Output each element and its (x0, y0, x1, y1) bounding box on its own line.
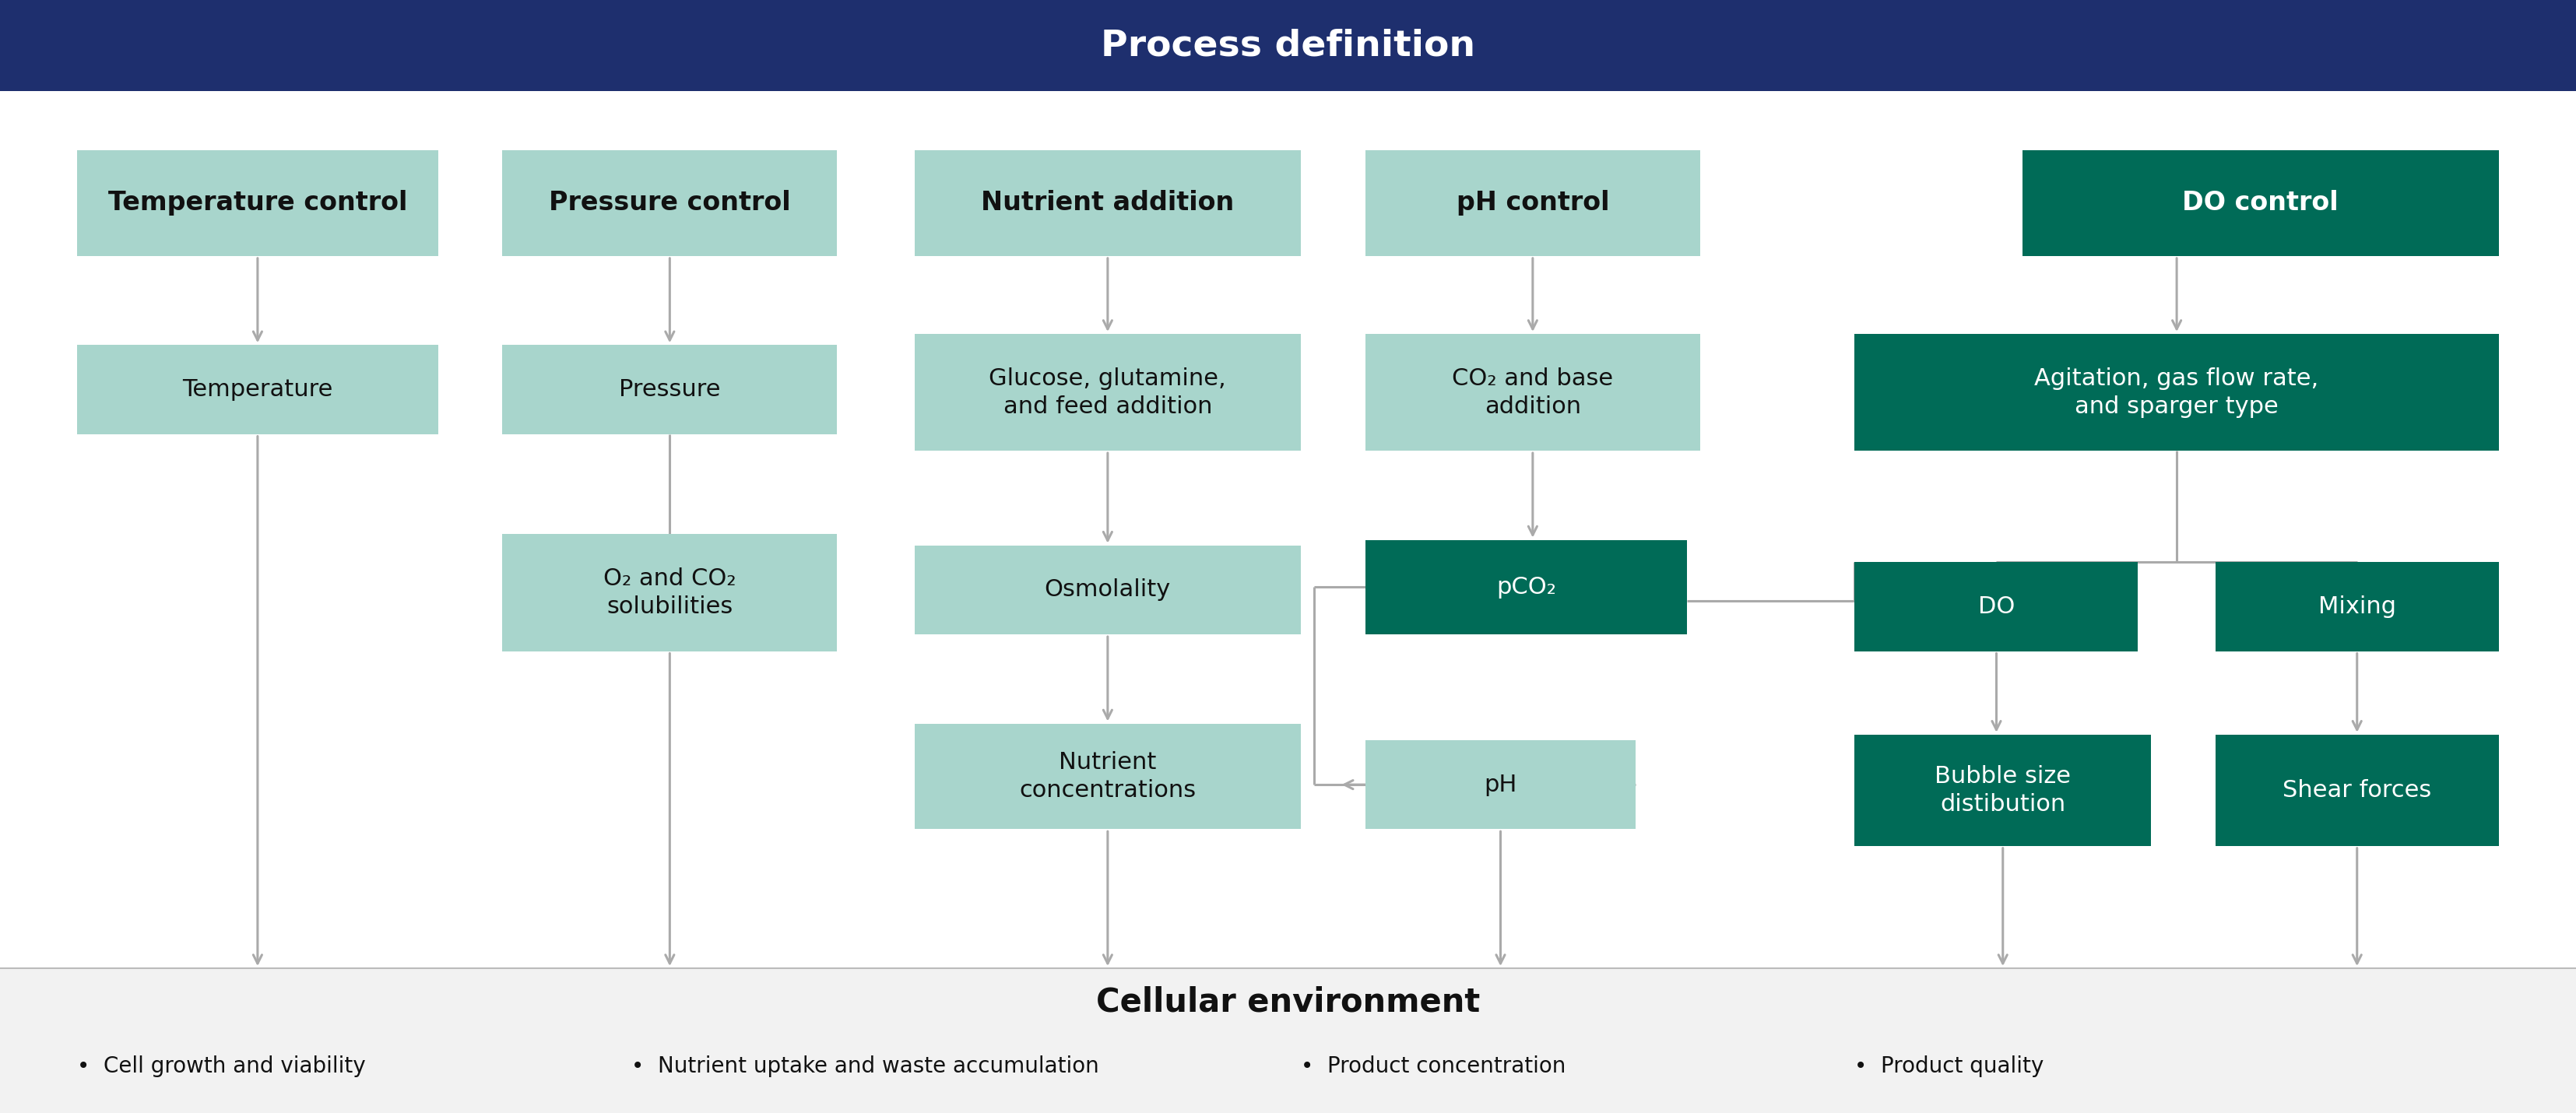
Text: pH control: pH control (1455, 190, 1610, 216)
FancyBboxPatch shape (1855, 735, 2151, 846)
FancyBboxPatch shape (1365, 150, 1700, 256)
FancyBboxPatch shape (914, 545, 1301, 634)
Text: Temperature control: Temperature control (108, 190, 407, 216)
FancyBboxPatch shape (2215, 562, 2499, 651)
FancyBboxPatch shape (77, 150, 438, 256)
Text: •  Nutrient uptake and waste accumulation: • Nutrient uptake and waste accumulation (631, 1055, 1100, 1077)
FancyBboxPatch shape (1365, 334, 1700, 451)
Text: pCO₂: pCO₂ (1497, 575, 1556, 599)
FancyBboxPatch shape (77, 345, 438, 434)
FancyBboxPatch shape (1855, 562, 2138, 651)
Text: pH: pH (1484, 774, 1517, 796)
Text: •  Product quality: • Product quality (1855, 1055, 2045, 1077)
FancyBboxPatch shape (914, 150, 1301, 256)
Text: Mixing: Mixing (2318, 595, 2396, 618)
FancyBboxPatch shape (0, 0, 2576, 91)
FancyBboxPatch shape (0, 968, 2576, 1113)
Text: DO control: DO control (2182, 190, 2339, 216)
FancyBboxPatch shape (2022, 150, 2499, 256)
FancyBboxPatch shape (502, 534, 837, 651)
Text: Nutrient
concentrations: Nutrient concentrations (1020, 751, 1195, 801)
FancyBboxPatch shape (502, 150, 837, 256)
Text: Shear forces: Shear forces (2282, 779, 2432, 801)
FancyBboxPatch shape (2215, 735, 2499, 846)
FancyBboxPatch shape (502, 345, 837, 434)
FancyBboxPatch shape (1855, 334, 2499, 451)
FancyBboxPatch shape (914, 334, 1301, 451)
Text: CO₂ and base
addition: CO₂ and base addition (1453, 367, 1613, 417)
Text: Osmolality: Osmolality (1043, 579, 1172, 601)
Text: •  Cell growth and viability: • Cell growth and viability (77, 1055, 366, 1077)
FancyBboxPatch shape (1365, 540, 1687, 634)
Text: Pressure control: Pressure control (549, 190, 791, 216)
Text: Temperature: Temperature (183, 378, 332, 401)
Text: Bubble size
distibution: Bubble size distibution (1935, 765, 2071, 816)
Text: Pressure: Pressure (618, 378, 721, 401)
Text: Glucose, glutamine,
and feed addition: Glucose, glutamine, and feed addition (989, 367, 1226, 417)
FancyBboxPatch shape (914, 723, 1301, 829)
Text: Agitation, gas flow rate,
and sparger type: Agitation, gas flow rate, and sparger ty… (2035, 367, 2318, 417)
Text: DO: DO (1978, 595, 2014, 618)
Text: Process definition: Process definition (1100, 28, 1476, 63)
Text: •  Product concentration: • Product concentration (1301, 1055, 1566, 1077)
Text: O₂ and CO₂
solubilities: O₂ and CO₂ solubilities (603, 568, 737, 618)
FancyBboxPatch shape (1365, 740, 1636, 829)
Text: Nutrient addition: Nutrient addition (981, 190, 1234, 216)
Text: Cellular environment: Cellular environment (1095, 985, 1481, 1018)
